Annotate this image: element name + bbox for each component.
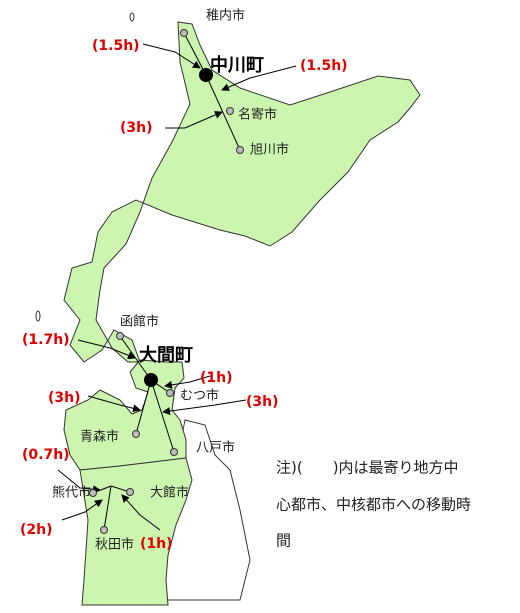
time-label: (2h) (20, 522, 53, 538)
town-label: 大間町 (139, 344, 193, 366)
honshu-outline (149, 419, 251, 601)
city-dot (166, 389, 174, 397)
hokkaido (63, 21, 421, 363)
time-label: (1.5h) (92, 38, 140, 54)
leader (61, 499, 103, 521)
dots (89, 29, 244, 534)
city-dot (170, 448, 178, 456)
note-line: 注)( )内は最寄り地方中 (276, 459, 459, 477)
city-dot (89, 489, 97, 497)
route (135, 379, 152, 435)
route (183, 32, 207, 76)
time-label: (1.7h) (22, 332, 70, 348)
aomori (63, 359, 187, 471)
city-label: 八戸市 (196, 440, 235, 456)
time-label: (1h) (200, 370, 233, 386)
city-label: 青森市 (80, 429, 119, 445)
time-label: (0.7h) (22, 447, 70, 463)
city-dot (236, 146, 244, 154)
time-label: (1h) (140, 536, 173, 552)
city-label: むつ市 (180, 388, 219, 404)
leader (165, 111, 223, 129)
time-label: (3h) (48, 390, 81, 406)
leader (164, 375, 211, 389)
city-label: 名寄市 (238, 107, 277, 123)
city-label: 函館市 (120, 314, 159, 330)
island (35, 310, 41, 322)
town-dot (144, 373, 158, 387)
city-label: 大館市 (150, 485, 189, 501)
time-label: (1.5h) (300, 58, 348, 74)
city-dot (100, 526, 108, 534)
leader (142, 43, 201, 69)
town-label: 中川町 (210, 54, 264, 76)
city-label: 秋田市 (95, 537, 134, 553)
city-dot (226, 107, 234, 115)
time-label: (3h) (246, 394, 279, 410)
route (150, 379, 175, 453)
leader (221, 65, 297, 91)
leader (77, 339, 136, 360)
city-label: 稚内市 (206, 8, 245, 24)
route (205, 74, 241, 151)
note-line: 間 (276, 532, 291, 550)
note-line: 心都市、中核都市への移動時 (276, 496, 471, 514)
town-dot (199, 68, 213, 82)
route (103, 485, 112, 531)
island (129, 12, 135, 22)
city-dot (132, 430, 140, 438)
city-label: 熊代市 (52, 485, 91, 501)
akita (79, 457, 193, 606)
leader (87, 395, 141, 413)
city-dot (180, 29, 188, 37)
time-label: (3h) (120, 120, 153, 136)
leader (121, 494, 161, 531)
city-dot (126, 488, 134, 496)
leader (162, 399, 247, 416)
city-dot (116, 332, 124, 340)
city-label: 旭川市 (250, 142, 289, 158)
